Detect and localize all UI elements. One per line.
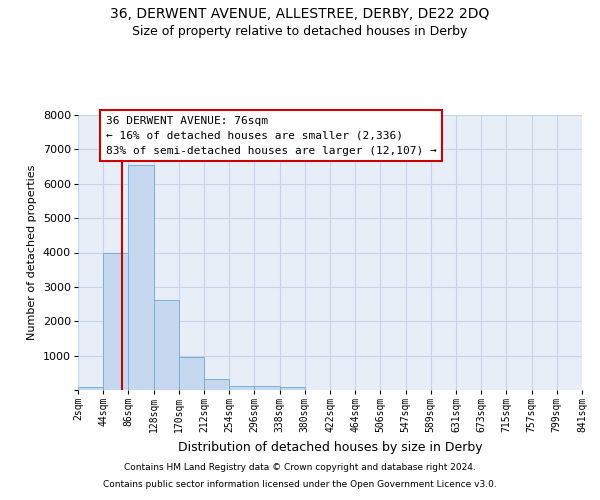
Text: 36 DERWENT AVENUE: 76sqm
← 16% of detached houses are smaller (2,336)
83% of sem: 36 DERWENT AVENUE: 76sqm ← 16% of detach… — [106, 116, 436, 156]
Bar — [204, 380, 229, 390]
Text: Contains public sector information licensed under the Open Government Licence v3: Contains public sector information licen… — [103, 480, 497, 489]
Bar — [154, 300, 179, 390]
Bar — [103, 252, 128, 390]
Text: Contains HM Land Registry data © Crown copyright and database right 2024.: Contains HM Land Registry data © Crown c… — [124, 464, 476, 472]
Bar — [128, 165, 154, 390]
Text: 36, DERWENT AVENUE, ALLESTREE, DERBY, DE22 2DQ: 36, DERWENT AVENUE, ALLESTREE, DERBY, DE… — [110, 8, 490, 22]
X-axis label: Distribution of detached houses by size in Derby: Distribution of detached houses by size … — [178, 440, 482, 454]
Bar — [254, 386, 280, 390]
Bar — [179, 358, 204, 390]
Bar — [78, 387, 103, 390]
Bar — [280, 387, 305, 390]
Text: Size of property relative to detached houses in Derby: Size of property relative to detached ho… — [133, 25, 467, 38]
Bar — [229, 386, 254, 390]
Y-axis label: Number of detached properties: Number of detached properties — [28, 165, 37, 340]
